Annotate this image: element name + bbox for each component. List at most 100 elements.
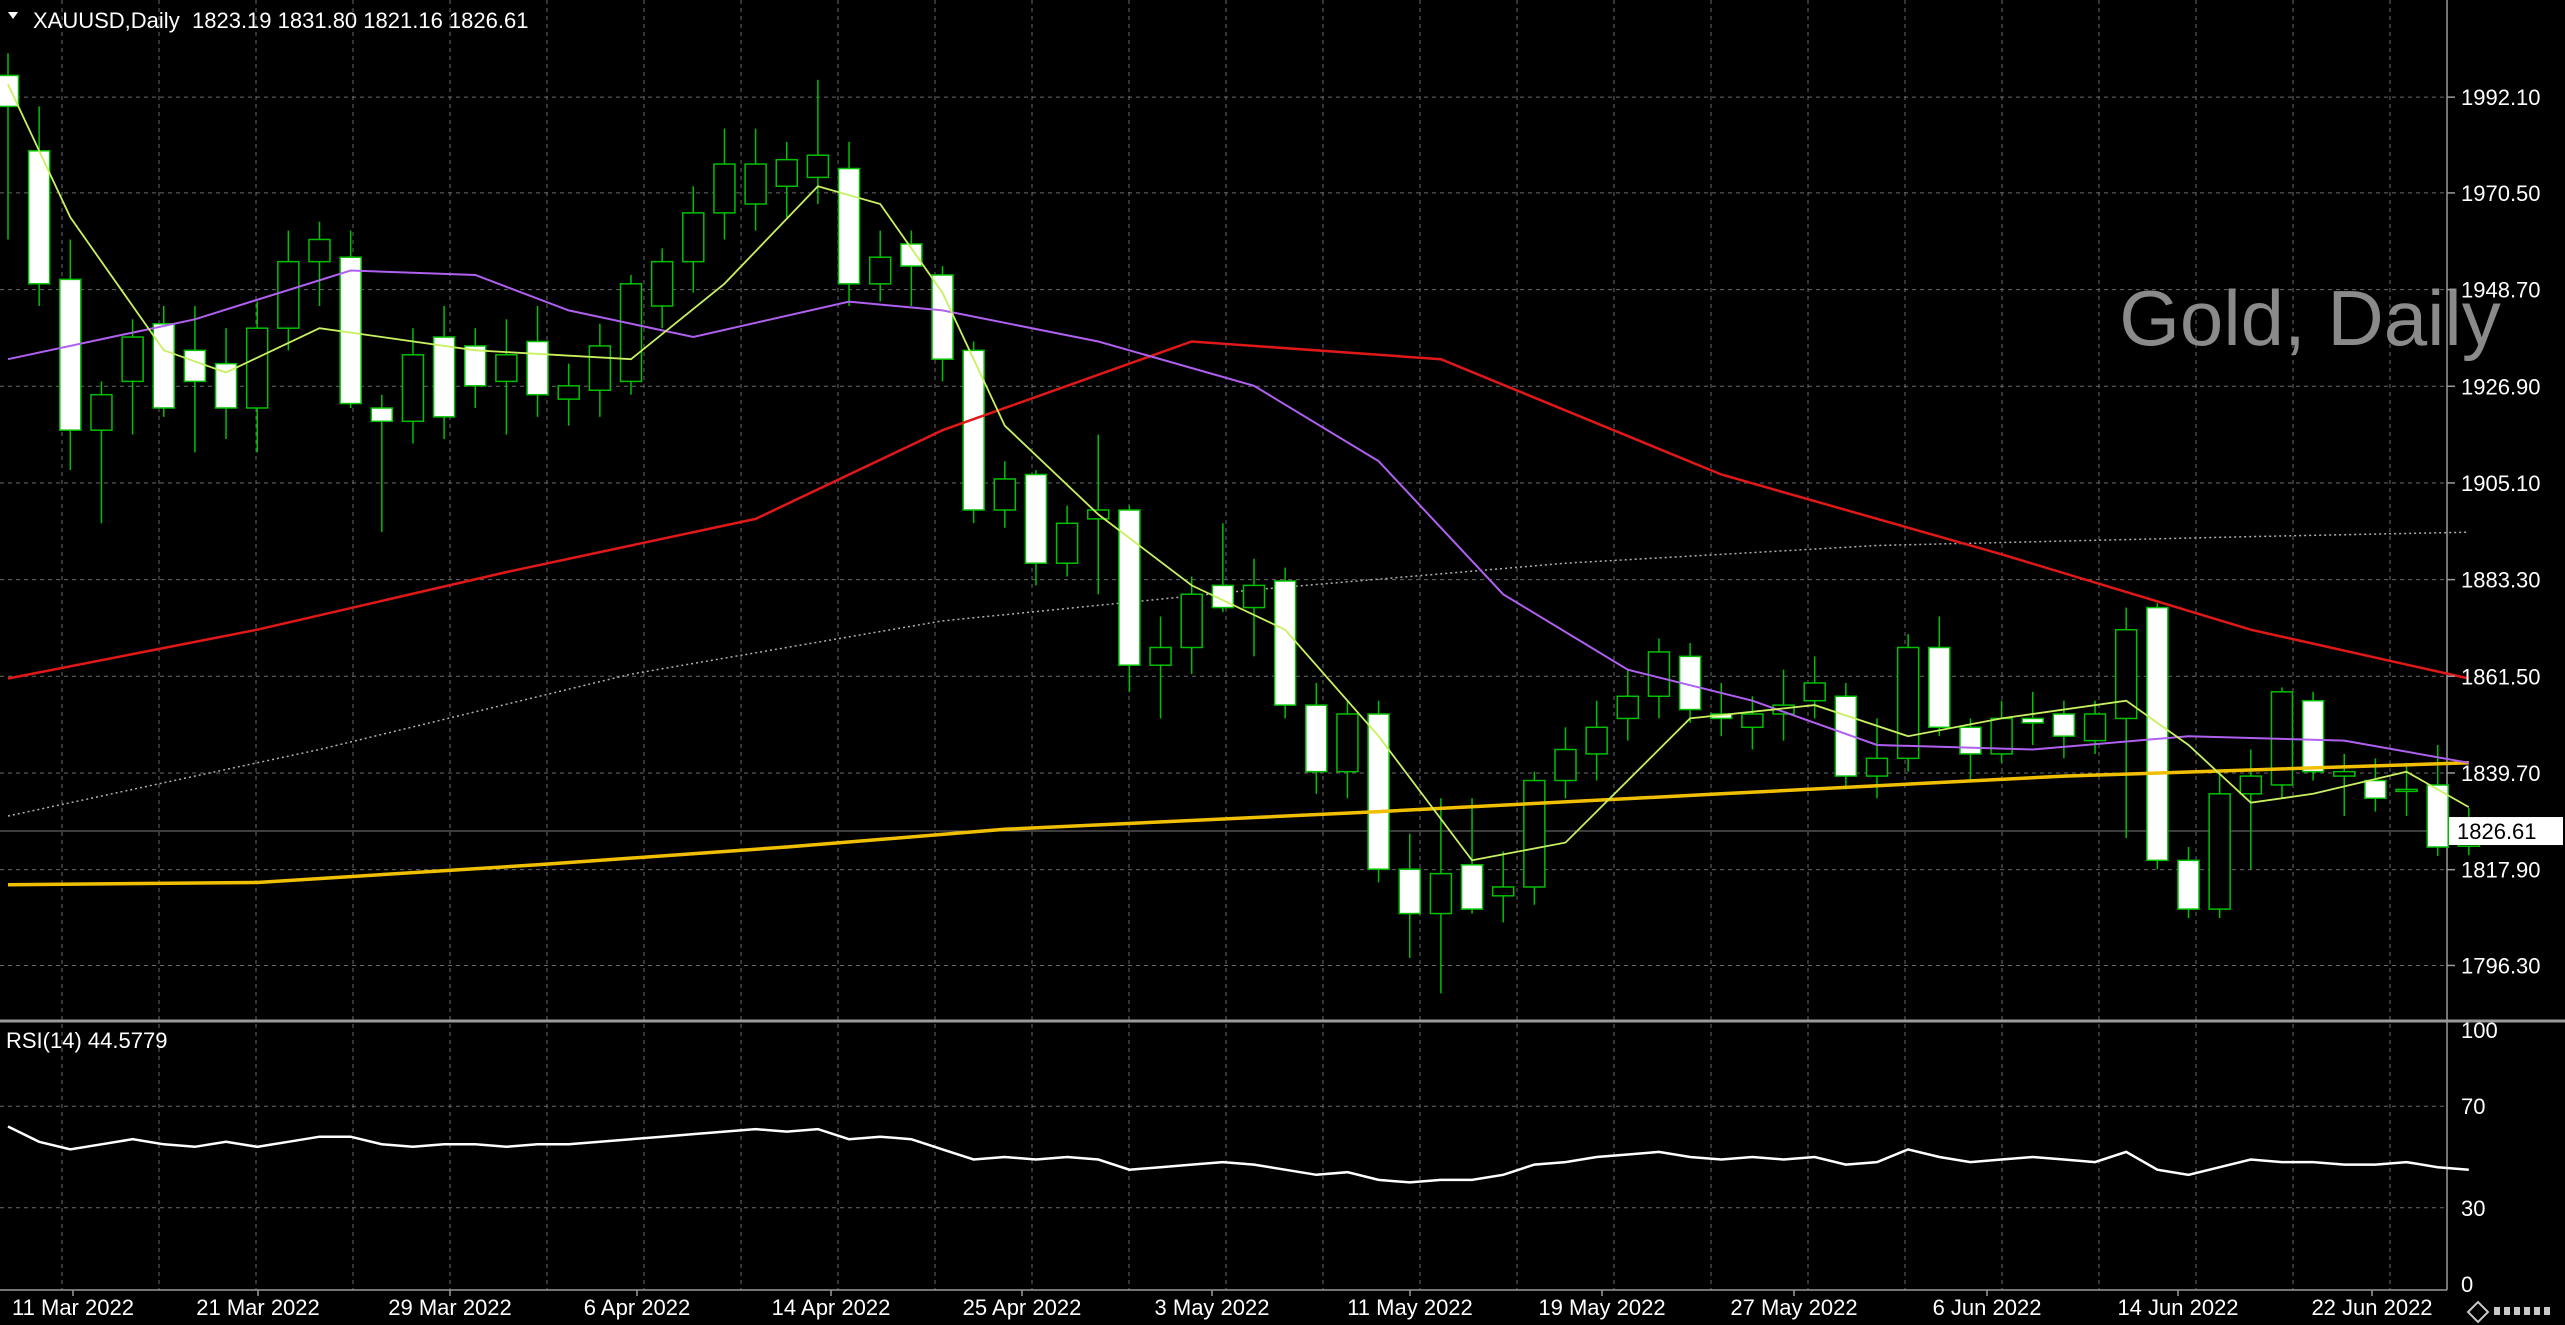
- candle[interactable]: [1273, 567, 1297, 719]
- candle[interactable]: [2114, 607, 2138, 839]
- candle[interactable]: [1242, 558, 1266, 657]
- candle[interactable]: [121, 319, 144, 435]
- candle[interactable]: [962, 341, 985, 524]
- price-tick-label: 1926.90: [2461, 374, 2541, 399]
- rsi-line: [7, 1125, 2469, 1184]
- candle[interactable]: [1460, 798, 1484, 914]
- time-tick-label: 27 May 2022: [1730, 1295, 1857, 1320]
- candle[interactable]: [401, 328, 425, 444]
- candle[interactable]: [1585, 700, 1608, 781]
- candle-body-bull: [1585, 726, 1608, 755]
- candle-body-bull: [1554, 748, 1577, 782]
- candle[interactable]: [2146, 603, 2169, 870]
- candle[interactable]: [1959, 718, 1982, 781]
- ma-dotted: [7, 531, 2469, 817]
- candle[interactable]: [1647, 638, 1671, 719]
- candle[interactable]: [1990, 700, 2013, 763]
- price-tick-label: 1796.30: [2461, 953, 2541, 978]
- candle[interactable]: [1772, 669, 1795, 741]
- candle[interactable]: [214, 328, 238, 440]
- candle[interactable]: [90, 381, 113, 524]
- candle[interactable]: [900, 230, 923, 306]
- candle-body-bear: [2146, 606, 2169, 862]
- candle[interactable]: [1055, 505, 1079, 577]
- candle[interactable]: [1024, 470, 1048, 586]
- candle[interactable]: [2239, 749, 2263, 870]
- candle[interactable]: [0, 53, 20, 240]
- candle[interactable]: [1896, 634, 1920, 772]
- watermark-label: Gold, Daily: [2119, 274, 2500, 362]
- candle[interactable]: [713, 128, 736, 240]
- candle[interactable]: [1305, 682, 1328, 794]
- candle[interactable]: [806, 79, 830, 204]
- time-tick-label: 25 Apr 2022: [963, 1295, 1082, 1320]
- candle[interactable]: [993, 461, 1017, 528]
- candle[interactable]: [1523, 771, 1546, 905]
- candle-body-bear: [2301, 699, 2325, 773]
- candle[interactable]: [308, 221, 331, 306]
- candle[interactable]: [1554, 727, 1577, 799]
- candle[interactable]: [1928, 616, 1951, 737]
- candle[interactable]: [245, 301, 269, 453]
- candle-body-bear: [1305, 704, 1328, 773]
- candle[interactable]: [432, 306, 456, 440]
- rsi-tick-label: 70: [2461, 1094, 2485, 1119]
- candle[interactable]: [1803, 656, 1826, 719]
- rsi-panel: 100 70 30 0: [7, 1018, 2498, 1297]
- candle[interactable]: [1367, 700, 1390, 883]
- candle[interactable]: [868, 230, 892, 302]
- candle-body-bear: [837, 167, 861, 285]
- candle[interactable]: [495, 319, 518, 435]
- candle-body-bull: [1149, 646, 1172, 666]
- candle-body-bull: [1741, 713, 1764, 729]
- candle[interactable]: [1118, 505, 1141, 692]
- candle-body-bull: [619, 283, 643, 383]
- candle[interactable]: [2083, 700, 2107, 754]
- time-tick-label: 14 Apr 2022: [772, 1295, 891, 1320]
- candle[interactable]: [2208, 771, 2231, 918]
- candle[interactable]: [1429, 798, 1453, 994]
- candle[interactable]: [1741, 696, 1764, 750]
- candle[interactable]: [557, 363, 580, 426]
- collapse-triangle-icon[interactable]: [8, 12, 18, 19]
- candle-body-bull: [557, 385, 580, 400]
- candle[interactable]: [588, 323, 612, 417]
- moving-averages: [7, 83, 2470, 887]
- candle[interactable]: [1491, 851, 1515, 923]
- time-tick-label: 6 Apr 2022: [584, 1295, 690, 1320]
- candle[interactable]: [2021, 691, 2044, 746]
- candle[interactable]: [1336, 700, 1359, 799]
- candle[interactable]: [619, 274, 643, 395]
- candle[interactable]: [744, 128, 767, 231]
- candle[interactable]: [152, 306, 175, 417]
- candle[interactable]: [2270, 687, 2294, 799]
- candle[interactable]: [1211, 523, 1235, 612]
- candle[interactable]: [2301, 691, 2325, 781]
- candle[interactable]: [650, 248, 674, 329]
- candle[interactable]: [1398, 833, 1421, 958]
- time-tick-label: 11 May 2022: [1347, 1295, 1473, 1320]
- chart-header: XAUUSD,Daily 1823.19 1831.80 1821.16 182…: [8, 8, 528, 33]
- candle[interactable]: [2333, 753, 2356, 816]
- candle[interactable]: [1616, 669, 1640, 741]
- candle[interactable]: [370, 394, 394, 533]
- rsi-tick-label: 30: [2461, 1196, 2485, 1221]
- price-tick-label: 1970.50: [2461, 181, 2541, 206]
- ma-red: [7, 340, 2470, 680]
- candle[interactable]: [682, 186, 705, 293]
- candle[interactable]: [1149, 616, 1172, 719]
- candle-body-bull: [2239, 775, 2263, 795]
- candle[interactable]: [183, 306, 207, 453]
- candle[interactable]: [775, 141, 798, 218]
- candle[interactable]: [1834, 682, 1858, 790]
- candle-body-bull: [650, 260, 674, 307]
- candle[interactable]: [59, 239, 82, 471]
- candle[interactable]: [2426, 745, 2449, 856]
- candle[interactable]: [2177, 847, 2200, 918]
- candle[interactable]: [837, 141, 861, 306]
- candle[interactable]: [339, 230, 362, 408]
- candle[interactable]: [464, 328, 487, 408]
- candle[interactable]: [1180, 576, 1203, 675]
- candle[interactable]: [526, 306, 549, 417]
